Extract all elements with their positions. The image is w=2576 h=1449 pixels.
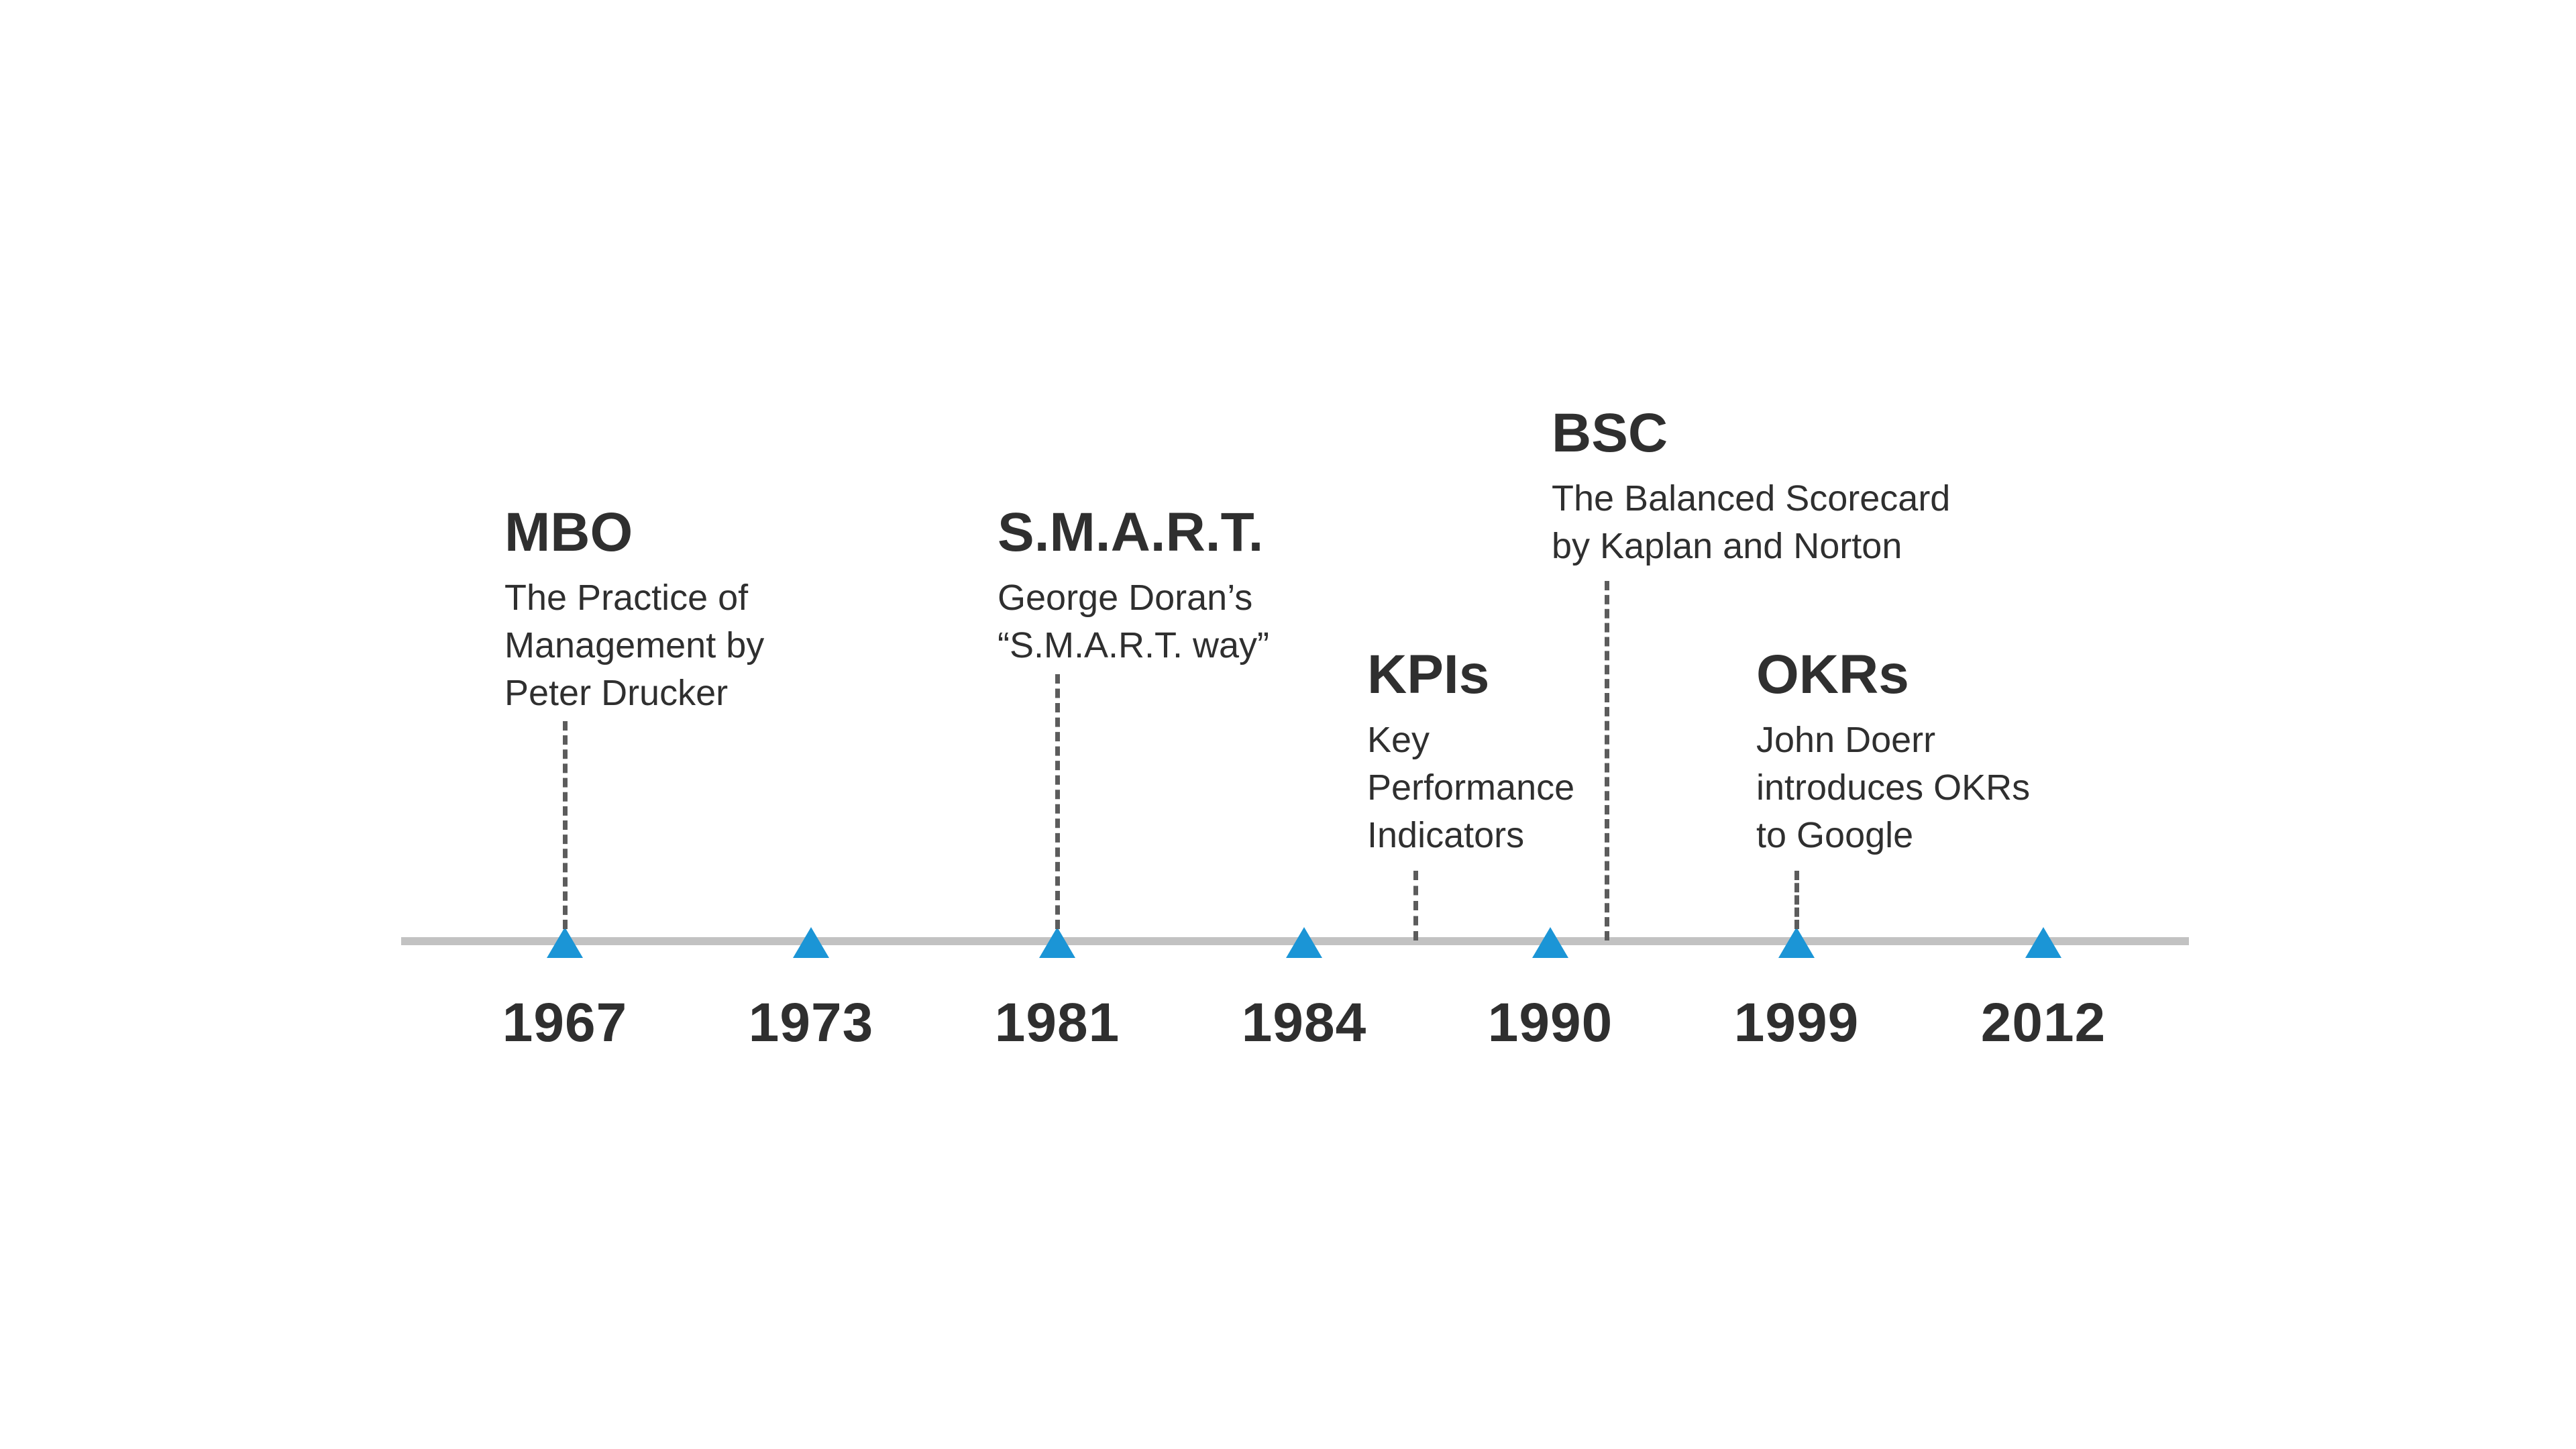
event-description-line: to Google	[1756, 815, 1914, 855]
year-label-1999: 1999	[1733, 992, 1860, 1053]
event-description-line: John Doerr	[1756, 720, 1936, 760]
timeline-marker-1967	[547, 927, 583, 958]
timeline-marker-1990	[1532, 927, 1568, 958]
event-description-mbo: The Practice of Management by Peter Drucke…	[504, 574, 764, 717]
connector-okrs	[1794, 871, 1799, 929]
event-title-bsc: BSC	[1552, 402, 1668, 464]
event-description-line: “S.M.A.R.T. way”	[998, 625, 1270, 665]
event-title-mbo: MBO	[504, 502, 633, 563]
connector-smart	[1055, 674, 1060, 929]
event-title-kpis: KPIs	[1367, 644, 1490, 705]
event-smart: S.M.A.R.T. George Doran’s “S.M.A.R.T. way”	[998, 502, 1269, 669]
event-mbo: MBO The Practice of Management by Peter Dru…	[504, 502, 764, 717]
event-description-line: Performance	[1367, 767, 1575, 808]
year-label-1990: 1990	[1487, 992, 1613, 1053]
connector-bsc	[1605, 581, 1609, 941]
event-description-okrs: John Doerr introduces OKRs to Google	[1756, 716, 2030, 859]
connector-kpis	[1413, 871, 1418, 941]
year-label-1984: 1984	[1241, 992, 1367, 1053]
event-description-line: Key	[1367, 720, 1430, 760]
year-label-1981: 1981	[994, 992, 1120, 1053]
event-title-smart: S.M.A.R.T.	[998, 502, 1264, 563]
event-description-line: George Doran’s	[998, 578, 1253, 618]
event-description-line: The Balanced Scorecard	[1552, 478, 1951, 519]
event-description-line: The Practice of	[504, 578, 749, 618]
connector-mbo	[563, 721, 568, 929]
event-kpis: KPIs Key Performance Indicators	[1367, 644, 1574, 859]
event-okrs: OKRs John Doerr introduces OKRs to Google	[1756, 644, 2030, 859]
event-description-line: Indicators	[1367, 815, 1525, 855]
timeline-marker-1984	[1286, 927, 1322, 958]
event-description-bsc: The Balanced Scorecard by Kaplan and Nort…	[1552, 475, 1950, 570]
event-description-line: by Kaplan and Norton	[1552, 526, 1902, 566]
year-label-1973: 1973	[748, 992, 874, 1053]
event-description-smart: George Doran’s “S.M.A.R.T. way”	[998, 574, 1269, 669]
year-label-1967: 1967	[502, 992, 628, 1053]
timeline-marker-2012	[2025, 927, 2061, 958]
timeline-marker-1981	[1039, 927, 1075, 958]
event-description-line: Management by	[504, 625, 765, 665]
year-label-2012: 2012	[1980, 992, 2106, 1053]
timeline-marker-1999	[1778, 927, 1815, 958]
timeline-marker-1973	[793, 927, 829, 958]
event-description-line: Peter Drucker	[504, 673, 729, 713]
event-title-okrs: OKRs	[1756, 644, 1909, 705]
event-description-kpis: Key Performance Indicators	[1367, 716, 1574, 859]
event-description-line: introduces OKRs	[1756, 767, 2031, 808]
event-bsc: BSC The Balanced Scorecard by Kaplan and N…	[1552, 402, 1950, 570]
